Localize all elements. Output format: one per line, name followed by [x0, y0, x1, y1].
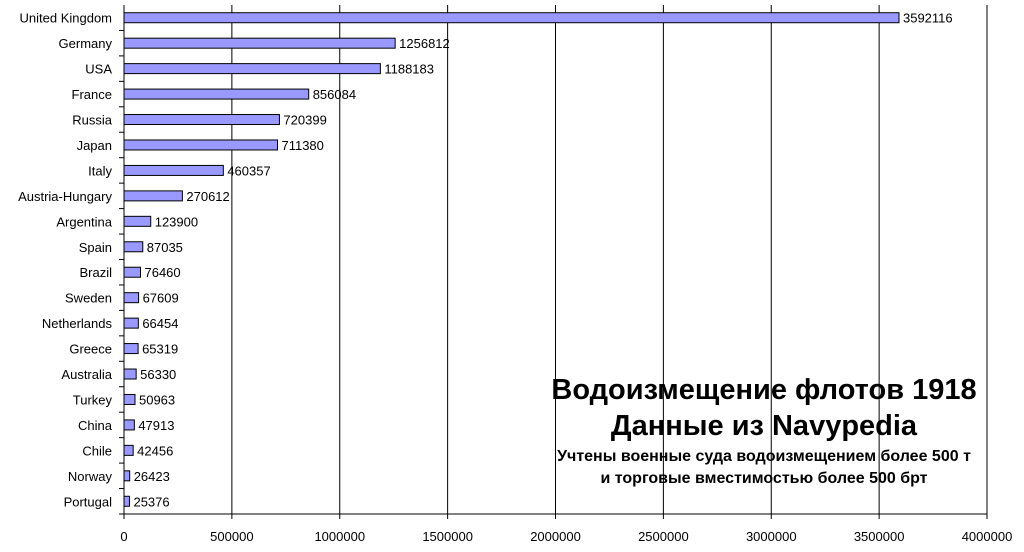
x-tick-label: 3500000	[854, 529, 905, 544]
bar	[123, 368, 137, 380]
x-tick-label: 3000000	[746, 529, 797, 544]
category-label: Italy	[88, 163, 112, 178]
data-label: 66454	[142, 316, 178, 331]
category-label: Sweden	[65, 291, 112, 306]
bar	[123, 164, 224, 176]
data-label: 76460	[144, 265, 180, 280]
category-label: Japan	[77, 138, 112, 153]
data-label: 67609	[143, 291, 179, 306]
data-label: 26423	[134, 469, 170, 484]
category-label: Russia	[72, 113, 113, 128]
category-label: Brazil	[79, 265, 112, 280]
data-label: 460357	[227, 163, 270, 178]
category-label: Netherlands	[42, 316, 113, 331]
bars-group	[123, 12, 900, 507]
x-tick-label: 1000000	[314, 529, 365, 544]
chart-title: Водоизмещение флотов 1918	[551, 374, 977, 406]
x-tick-label: 500000	[210, 529, 253, 544]
category-label: Chile	[82, 443, 112, 458]
bar	[123, 343, 139, 355]
category-label: United Kingdom	[20, 11, 113, 26]
data-label: 47913	[138, 418, 174, 433]
data-label: 65319	[142, 342, 178, 357]
bar	[123, 190, 183, 202]
category-label: France	[72, 87, 112, 102]
category-label: USA	[85, 62, 112, 77]
data-label: 270612	[186, 189, 229, 204]
data-label: 56330	[140, 367, 176, 382]
axes	[119, 5, 988, 519]
data-label: 42456	[137, 443, 173, 458]
category-label: Germany	[59, 36, 113, 51]
x-tick-label: 4000000	[962, 529, 1013, 544]
category-label: Argentina	[56, 214, 112, 229]
data-label: 87035	[147, 240, 183, 255]
category-labels: United Kingdom Germany USA France Russia Japa…	[18, 11, 113, 510]
x-tick-label: 2500000	[638, 529, 689, 544]
category-label: China	[78, 418, 113, 433]
category-label: Austria-Hungary	[18, 189, 112, 204]
bar	[123, 266, 141, 278]
data-label: 856084	[313, 87, 356, 102]
tick-labels: 0 500000 1000000 1500000 2000000 2500000 30000…	[120, 529, 1012, 544]
chart-subtitle: Данные из Navypedia	[610, 410, 918, 442]
bar	[123, 37, 396, 49]
bar	[123, 114, 280, 126]
bar	[123, 470, 131, 482]
bar	[123, 444, 134, 456]
category-label: Portugal	[64, 494, 113, 509]
data-label: 1188183	[384, 62, 434, 77]
category-label: Spain	[79, 240, 112, 255]
data-label: 720399	[283, 113, 326, 128]
category-label: Greece	[69, 342, 112, 357]
data-label: 50963	[139, 392, 175, 407]
bar	[123, 317, 139, 329]
data-label: 123900	[155, 214, 198, 229]
bar	[123, 12, 900, 24]
bar	[123, 215, 152, 227]
bar	[123, 139, 278, 151]
bar	[123, 419, 135, 431]
x-tick-label: 1500000	[422, 529, 473, 544]
chart-annotation: Водоизмещение флотов 1918 Данные из Navy…	[514, 372, 1014, 490]
bar	[123, 63, 381, 75]
x-tick-label: 0	[120, 529, 127, 544]
data-label: 25376	[133, 494, 169, 509]
category-label: Norway	[68, 469, 113, 484]
grid-lines	[231, 5, 988, 514]
x-tick-label: 2000000	[530, 529, 581, 544]
value-labels: 3592116 1256812 1188183 856084 720399 711380 4…	[133, 11, 952, 510]
data-label: 3592116	[903, 11, 953, 26]
chart-note-line-2: и торговые вместимостью более 500 брт	[600, 470, 928, 487]
bar	[123, 88, 310, 100]
bar	[123, 393, 136, 405]
category-label: Australia	[61, 367, 112, 382]
bar	[123, 241, 144, 253]
data-label: 711380	[281, 138, 323, 153]
chart-note-line-1: Учтены военные суда водоизмещением более…	[557, 448, 971, 465]
data-label: 1256812	[399, 36, 450, 51]
bar	[123, 495, 130, 507]
category-label: Turkey	[73, 392, 113, 407]
bar	[123, 292, 140, 304]
